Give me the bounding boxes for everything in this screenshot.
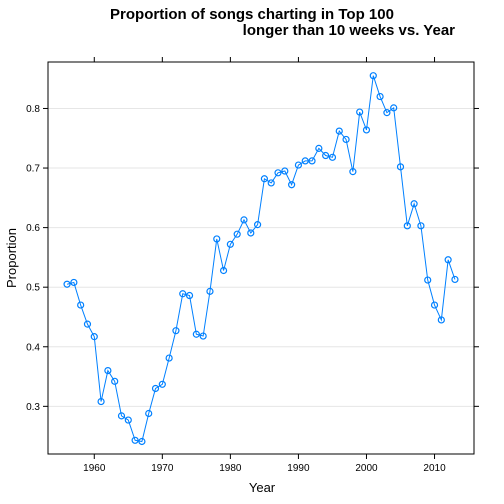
data-point [185,291,194,300]
data-point [315,144,323,152]
data-point [172,327,180,335]
y-axis-label: Proportion [4,228,19,288]
data-point [342,135,350,144]
data-point [417,222,425,230]
y-tick-label: 0.7 [26,164,40,175]
data-point [267,179,275,187]
x-tick-label: 1990 [287,463,310,474]
data-point [124,416,132,424]
x-tick-label: 2000 [355,463,378,474]
data-point [219,266,228,275]
data-point [444,256,452,264]
data-point [70,278,78,287]
data-point [437,316,445,324]
data-point [451,275,459,284]
data-series [63,72,459,446]
x-tick-label: 1980 [219,463,242,474]
chart-title-line-1: Proportion of songs charting in Top 100 [110,6,394,23]
plot-frame [47,61,475,455]
data-point [362,126,371,134]
data-point [274,169,282,177]
data-point [104,366,112,375]
data-point [288,181,296,189]
data-point [111,377,119,385]
data-point [335,127,343,135]
data-point [77,301,85,309]
data-point [131,436,139,444]
data-point [151,384,160,393]
y-tick-label: 0.6 [26,223,40,234]
data-point [206,287,214,295]
data-point [83,320,92,328]
data-point [322,151,330,160]
data-point [383,109,391,117]
y-tick-label: 0.5 [26,283,40,294]
data-point [63,280,71,288]
data-point [233,230,241,238]
data-point [308,157,316,165]
data-point [281,167,289,175]
data-point [349,168,357,176]
data-point [226,240,234,248]
data-point [403,222,411,230]
data-point [117,412,126,420]
y-tick-label: 0.3 [26,402,40,413]
data-point [247,229,255,237]
y-tick-label: 0.4 [26,342,40,353]
data-point [390,104,398,112]
data-point [328,153,337,161]
data-point [410,200,418,208]
axis-ticks: 0.3 0.4 0.5 0.6 0.7 0.8 1960 1970 1980 1990 2000 20… [26,57,479,474]
data-point [90,333,98,341]
data-point [145,409,153,418]
data-point [158,380,166,388]
data-point [192,330,200,338]
data-point [240,216,248,224]
y-tick-label: 0.8 [26,104,40,115]
x-tick-label: 2010 [423,463,446,474]
data-point [356,108,364,116]
x-tick-label: 1960 [83,463,106,474]
x-axis-label: Year [249,480,276,495]
data-point [165,354,173,362]
series-line [66,75,456,443]
data-point [301,157,309,165]
x-tick-label: 1970 [151,463,174,474]
data-point [369,72,377,80]
data-point [430,301,439,309]
data-point [213,235,221,243]
chart-title-line-2: longer than 10 weeks vs. Year [243,22,455,39]
data-point [396,163,405,171]
gridlines [48,107,474,407]
data-point [179,290,187,298]
data-point [424,276,432,284]
data-point [138,437,146,446]
data-point [260,175,269,183]
data-point [376,92,384,101]
data-point [97,397,105,406]
data-point [294,161,303,169]
data-point [253,221,262,229]
data-point [199,332,207,340]
